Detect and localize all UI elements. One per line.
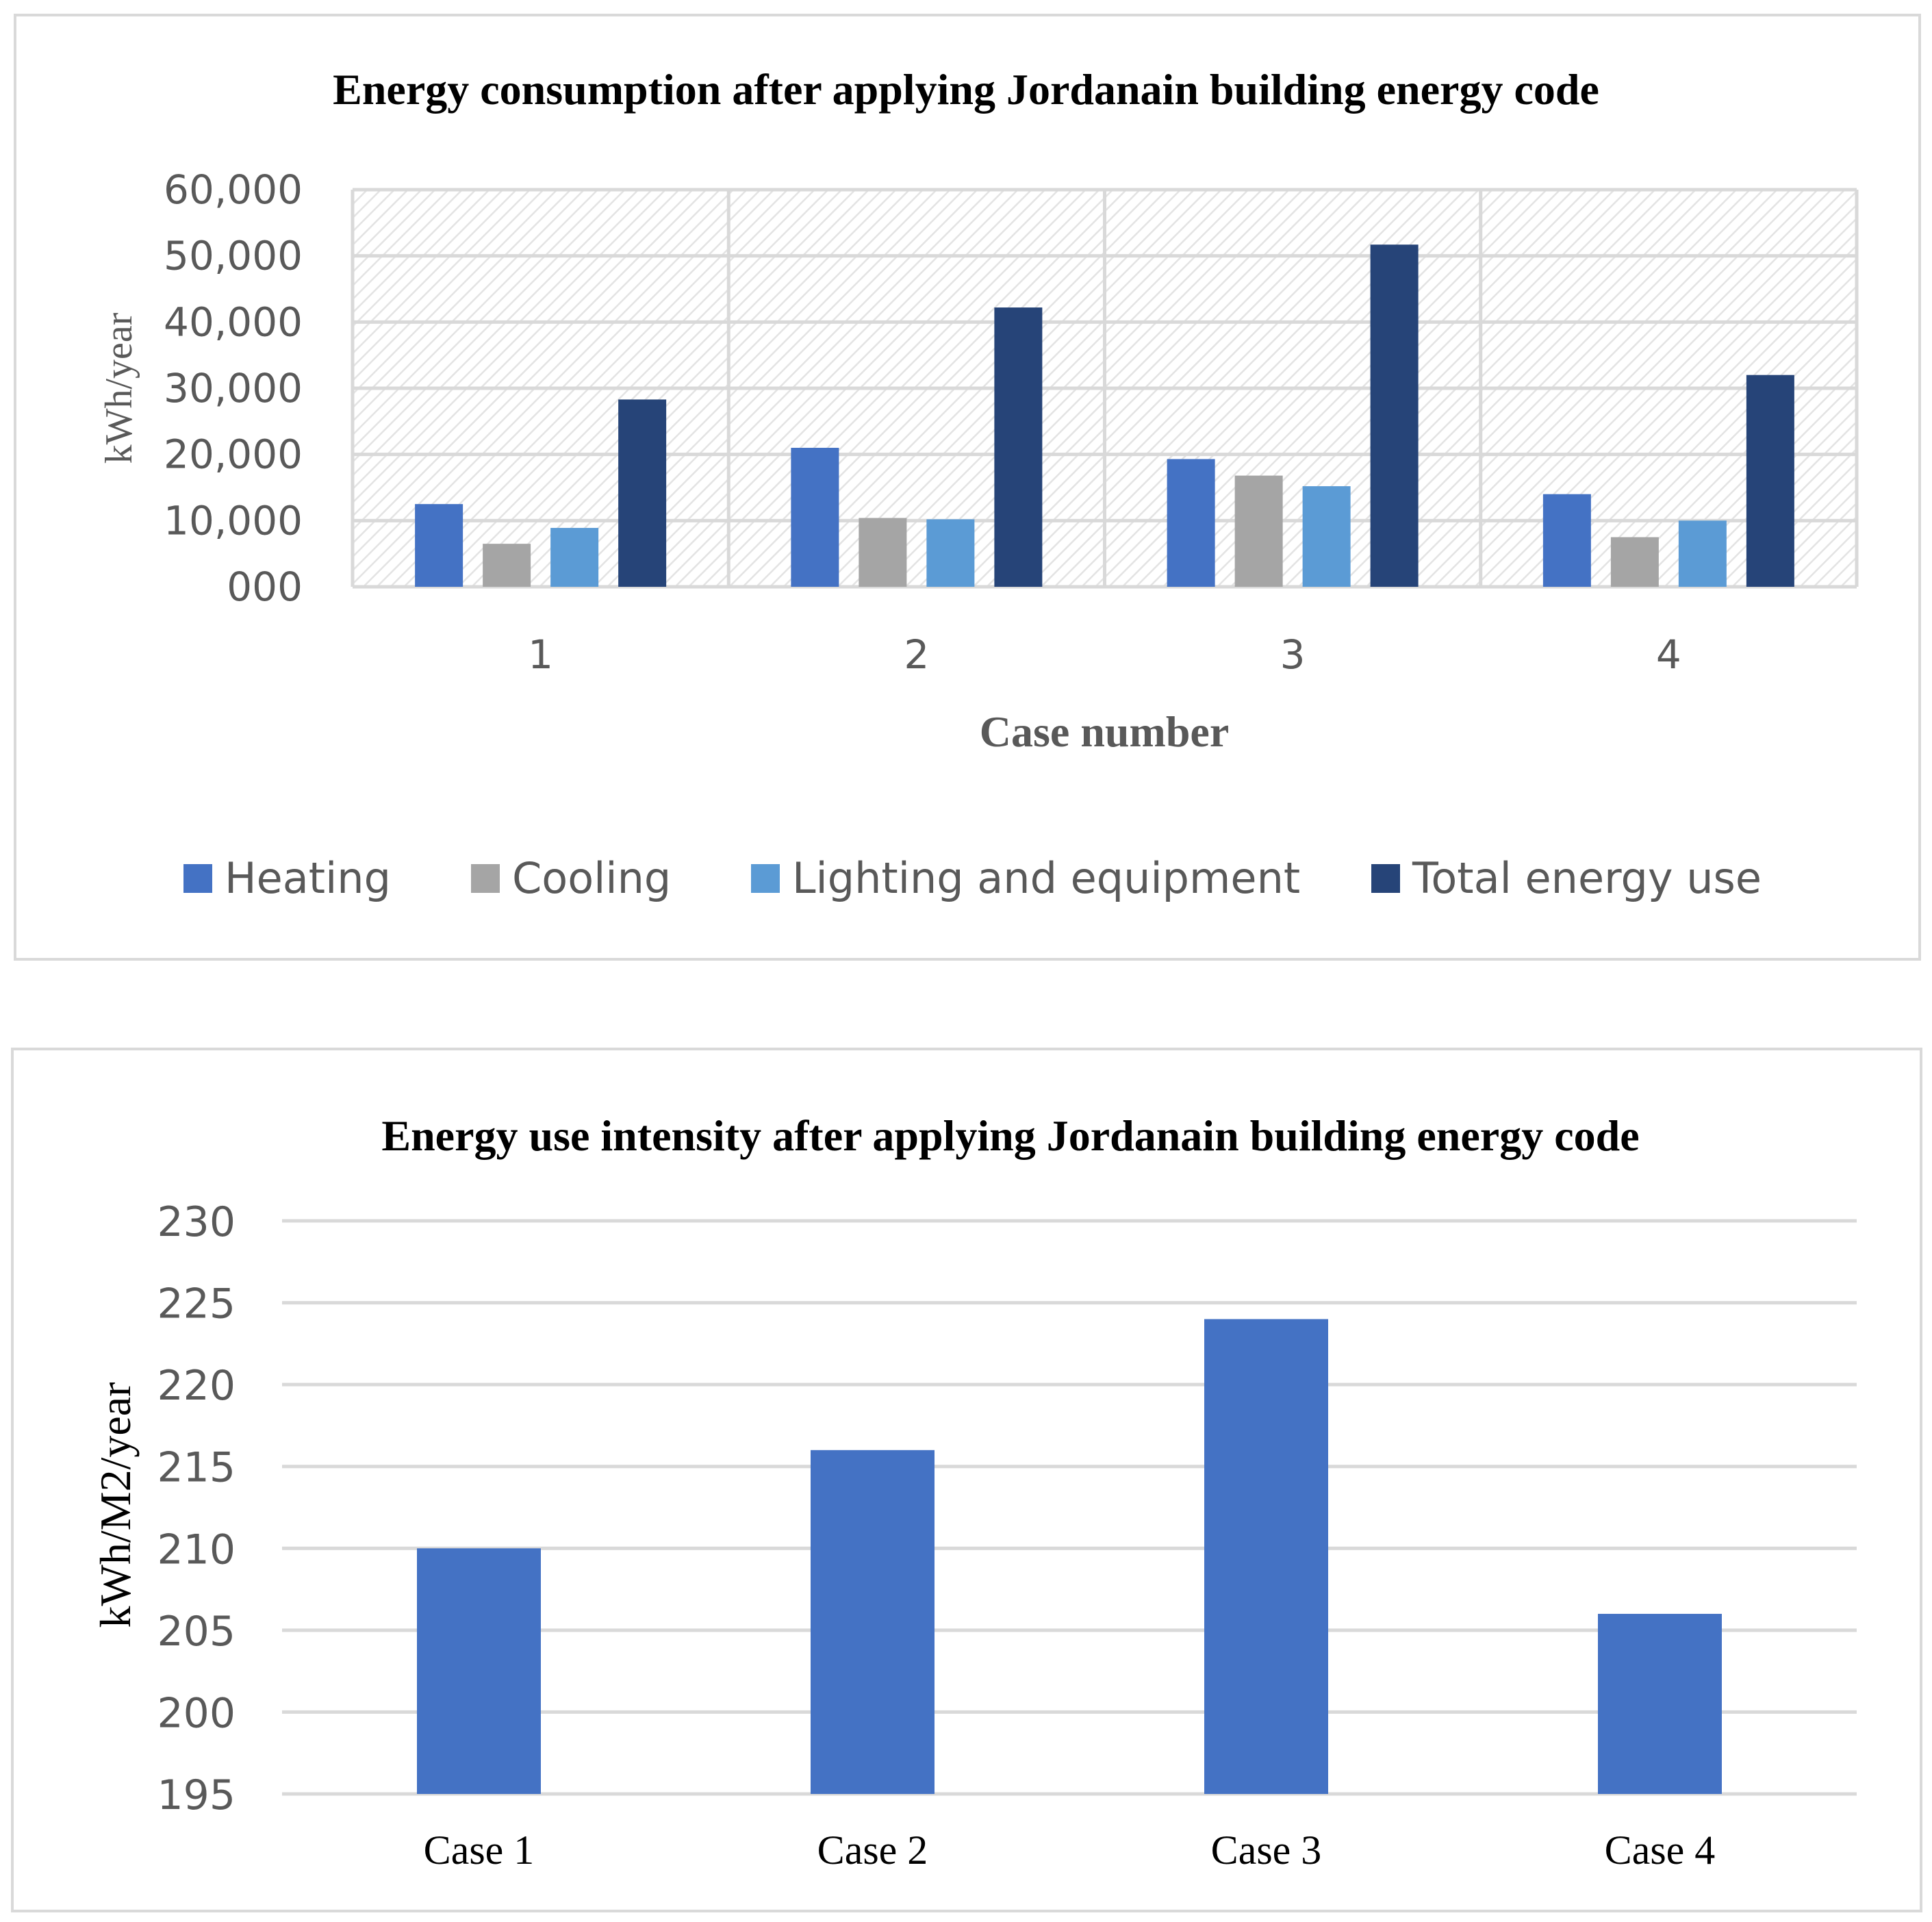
chart1-bar-lighting	[1678, 520, 1727, 587]
chart1-legend: Heating Cooling Lighting and equipment T…	[183, 853, 1762, 903]
chart1-gridlines	[351, 188, 1859, 589]
chart2-x-tick-label: Case 1	[424, 1828, 535, 1873]
chart2-y-axis-title: kWh/M2/year	[91, 1382, 140, 1628]
legend-label-lighting: Lighting and equipment	[792, 853, 1300, 903]
chart2-y-tick-labels: 195 200 205 210 215 220 225 230	[157, 1198, 236, 1819]
chart1-x-tick-label: 2	[904, 631, 929, 678]
chart1-x-axis-title: Case number	[980, 707, 1229, 756]
legend-swatch-cooling	[471, 864, 500, 893]
chart1-bar-heating	[415, 504, 463, 587]
chart1-bar-total	[1370, 244, 1419, 587]
chart2-bars	[417, 1319, 1722, 1794]
chart1-bar-lighting	[1302, 486, 1351, 587]
chart2-x-tick-label: Case 2	[817, 1828, 928, 1873]
chart1-y-tick-label: 60,000	[164, 166, 303, 213]
chart1-x-tick-label: 3	[1280, 631, 1306, 678]
chart2-bar	[1598, 1613, 1722, 1794]
chart1-y-tick-labels: 000 10,000 20,000 30,000 40,000 50,000 60,000	[164, 166, 303, 610]
chart2-bar	[1204, 1319, 1328, 1794]
chart2-y-tick-label: 230	[157, 1198, 236, 1246]
chart1-x-tick-labels: 1 2 3 4	[528, 631, 1681, 678]
chart1-bar-cooling	[483, 544, 531, 587]
legend-label-heating: Heating	[225, 853, 391, 903]
chart1-y-tick-label: 10,000	[164, 497, 303, 544]
chart1-bar-cooling	[1234, 475, 1283, 587]
chart1-x-tick-label: 1	[528, 631, 553, 678]
chart1-y-tick-label: 50,000	[164, 233, 303, 279]
chart1-bars	[415, 244, 1794, 587]
chart2-bar	[417, 1548, 541, 1794]
chart2-gridlines	[282, 1219, 1857, 1796]
chart1-title: Energy consumption after applying Jordan…	[333, 65, 1599, 114]
chart1-bar-cooling	[859, 518, 907, 587]
chart2-y-tick-label: 200	[157, 1689, 236, 1737]
chart2-x-tick-label: Case 3	[1211, 1828, 1322, 1873]
chart1-y-tick-label: 40,000	[164, 299, 303, 345]
chart1-bar-lighting	[926, 519, 975, 587]
chart1-bar-cooling	[1610, 537, 1659, 587]
chart1-bar-total	[618, 399, 667, 587]
chart2-y-tick-label: 220	[157, 1362, 236, 1410]
legend-swatch-heating	[183, 864, 212, 893]
chart1-y-tick-label: 000	[227, 564, 303, 610]
chart2-y-tick-label: 225	[157, 1280, 236, 1328]
chart2-y-tick-label: 215	[157, 1444, 236, 1492]
chart2-y-tick-label: 210	[157, 1526, 236, 1573]
chart1-y-tick-label: 20,000	[164, 431, 303, 478]
chart1-bar-total	[1746, 375, 1794, 587]
legend-label-cooling: Cooling	[512, 853, 671, 903]
legend-label-total: Total energy use	[1412, 853, 1762, 903]
chart1-bar-total	[994, 307, 1043, 587]
legend-swatch-total	[1371, 864, 1400, 893]
chart1-y-axis-title: kWh/year	[98, 312, 140, 464]
chart1-x-tick-label: 4	[1656, 631, 1681, 678]
chart2-y-tick-label: 205	[157, 1608, 236, 1656]
chart2-bar	[811, 1450, 935, 1794]
chart1-bar-heating	[1167, 459, 1215, 587]
chart1-bar-heating	[791, 448, 839, 587]
chart1-bar-heating	[1542, 494, 1591, 587]
legend-swatch-lighting	[751, 864, 780, 893]
chart1-y-tick-label: 30,000	[164, 365, 303, 412]
chart2-y-tick-label: 195	[157, 1771, 236, 1819]
chart1-bar-lighting	[550, 527, 599, 587]
chart2-x-tick-label: Case 4	[1605, 1828, 1716, 1873]
chart2-title: Energy use intensity after applying Jord…	[381, 1111, 1639, 1160]
chart2-x-tick-labels: Case 1 Case 2 Case 3 Case 4	[424, 1828, 1716, 1873]
